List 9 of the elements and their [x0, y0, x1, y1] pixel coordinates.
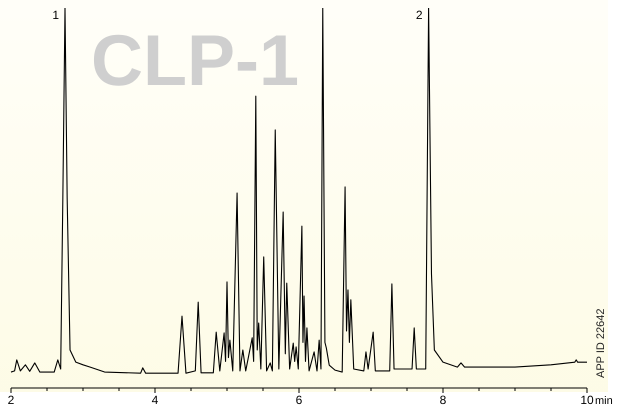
- annotation: 1: [52, 8, 60, 22]
- x-tick-label: 10: [580, 393, 594, 407]
- text: APP ID 22642: [595, 308, 607, 378]
- x-tick-label: 4: [152, 393, 159, 407]
- x-tick-label: 8: [440, 393, 447, 407]
- x-axis-title: min: [595, 395, 613, 407]
- annotation: 2: [416, 8, 423, 22]
- x-tick-label: 6: [296, 393, 303, 407]
- x-tick-label: 2: [8, 393, 15, 407]
